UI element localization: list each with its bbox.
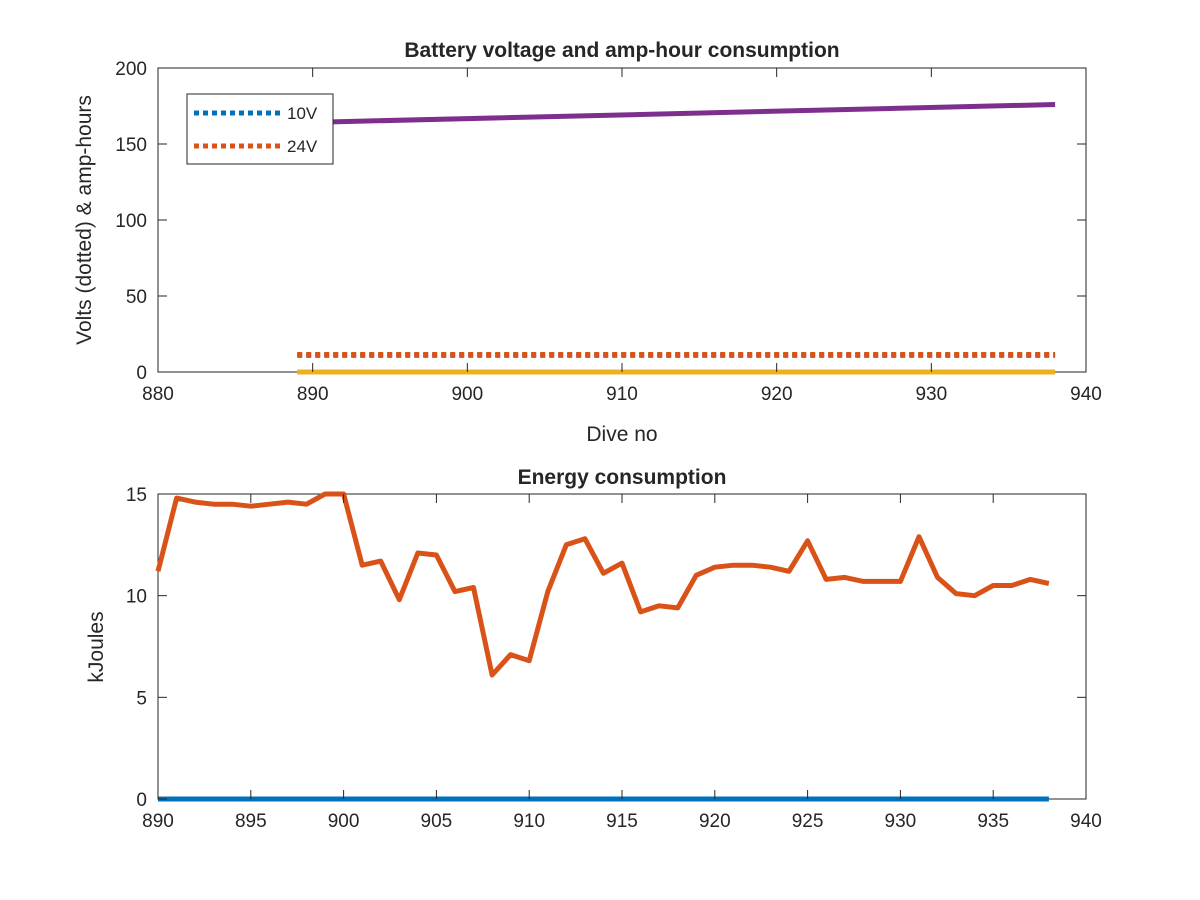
battery-y-tick-label: 0 (136, 363, 147, 384)
energy-panel: 890 895 900 905 910 915 920 925 930 935 940 0 5 10 15… (85, 466, 1102, 832)
battery-series-line-4 (297, 102, 1056, 126)
battery-x-tick-label: 890 (297, 384, 329, 405)
battery-x-tick-label: 900 (451, 384, 483, 405)
battery-y-axis-label: Volts (dotted) & amp-hours (73, 95, 96, 345)
energy-x-tick-label: 895 (235, 811, 267, 832)
energy-y-tick-label: 0 (136, 790, 147, 811)
energy-x-tick-label: 920 (699, 811, 731, 832)
battery-x-axis-label: Dive no (586, 423, 657, 446)
energy-y-tick-label: 15 (126, 485, 147, 506)
battery-x-tick-label: 920 (761, 384, 793, 405)
battery-x-ticks: 880 890 900 910 920 930 940 (142, 68, 1102, 405)
energy-x-tick-label: 910 (513, 811, 545, 832)
energy-y-axis-label: kJoules (85, 611, 108, 682)
legend-10v-label: 10V (287, 104, 318, 123)
battery-x-tick-label: 940 (1070, 384, 1102, 405)
energy-x-tick-label: 930 (885, 811, 917, 832)
battery-x-tick-label: 880 (142, 384, 174, 405)
energy-x-tick-label: 890 (142, 811, 174, 832)
energy-y-ticks: 0 5 10 15 (126, 485, 1086, 811)
energy-x-tick-label: 935 (977, 811, 1009, 832)
energy-x-tick-label: 905 (421, 811, 453, 832)
battery-panel: 880 890 900 910 920 930 940 0 50 100 150 200 Batte… (73, 39, 1102, 446)
battery-y-tick-label: 100 (115, 211, 147, 232)
energy-y-tick-label: 10 (126, 587, 147, 608)
battery-y-tick-label: 200 (115, 59, 147, 80)
energy-x-ticks: 890 895 900 905 910 915 920 925 930 935 940 (142, 494, 1102, 832)
battery-y-ticks: 0 50 100 150 200 (115, 59, 1086, 384)
battery-y-tick-label: 50 (126, 287, 147, 308)
legend-box (186, 93, 334, 165)
legend-24v-label: 24V (287, 137, 318, 156)
battery-chart-title: Battery voltage and amp-hour consumption (404, 39, 839, 62)
energy-x-tick-label: 900 (328, 811, 360, 832)
battery-x-tick-label: 910 (606, 384, 638, 405)
battery-y-tick-label: 150 (115, 135, 147, 156)
battery-series-group (297, 102, 1056, 375)
energy-x-tick-label: 915 (606, 811, 638, 832)
energy-chart-title: Energy consumption (518, 466, 727, 489)
energy-plot-area (157, 493, 1087, 800)
energy-series-line-2 (155, 491, 1050, 678)
energy-y-tick-label: 5 (136, 688, 147, 709)
battery-x-tick-label: 930 (915, 384, 947, 405)
battery-legend: 10V 24V (186, 93, 334, 165)
energy-x-tick-label: 940 (1070, 811, 1102, 832)
energy-x-tick-label: 925 (792, 811, 824, 832)
